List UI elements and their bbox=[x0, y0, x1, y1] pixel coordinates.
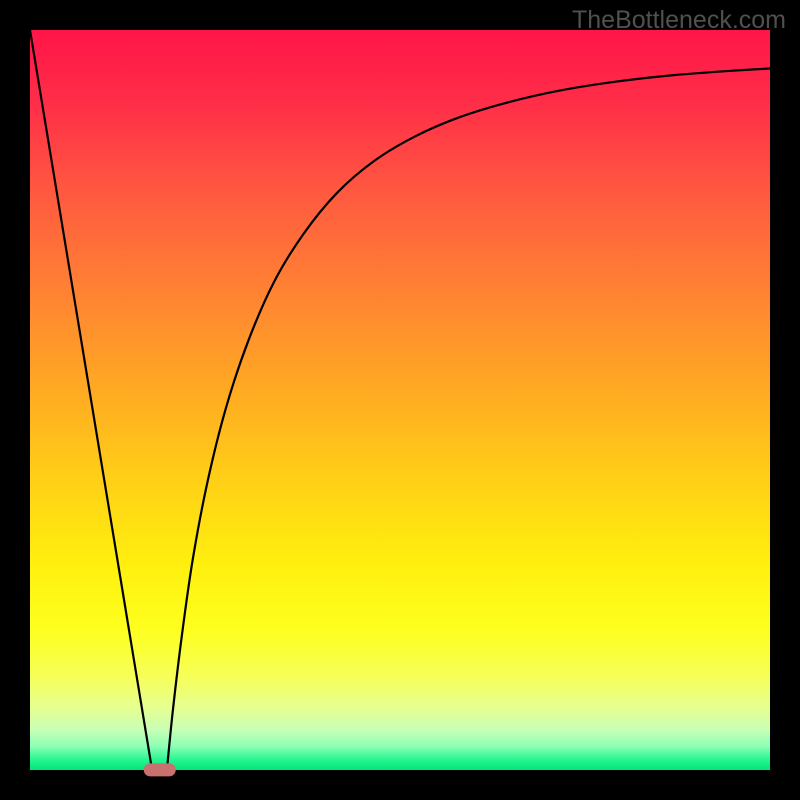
minimum-marker bbox=[143, 763, 176, 776]
curve-layer bbox=[30, 30, 770, 770]
curve-left-segment bbox=[30, 30, 152, 770]
watermark-text: TheBottleneck.com bbox=[572, 6, 786, 35]
chart-container: TheBottleneck.com bbox=[0, 0, 800, 800]
plot-area bbox=[30, 30, 770, 770]
curve-right-segment bbox=[167, 68, 770, 770]
